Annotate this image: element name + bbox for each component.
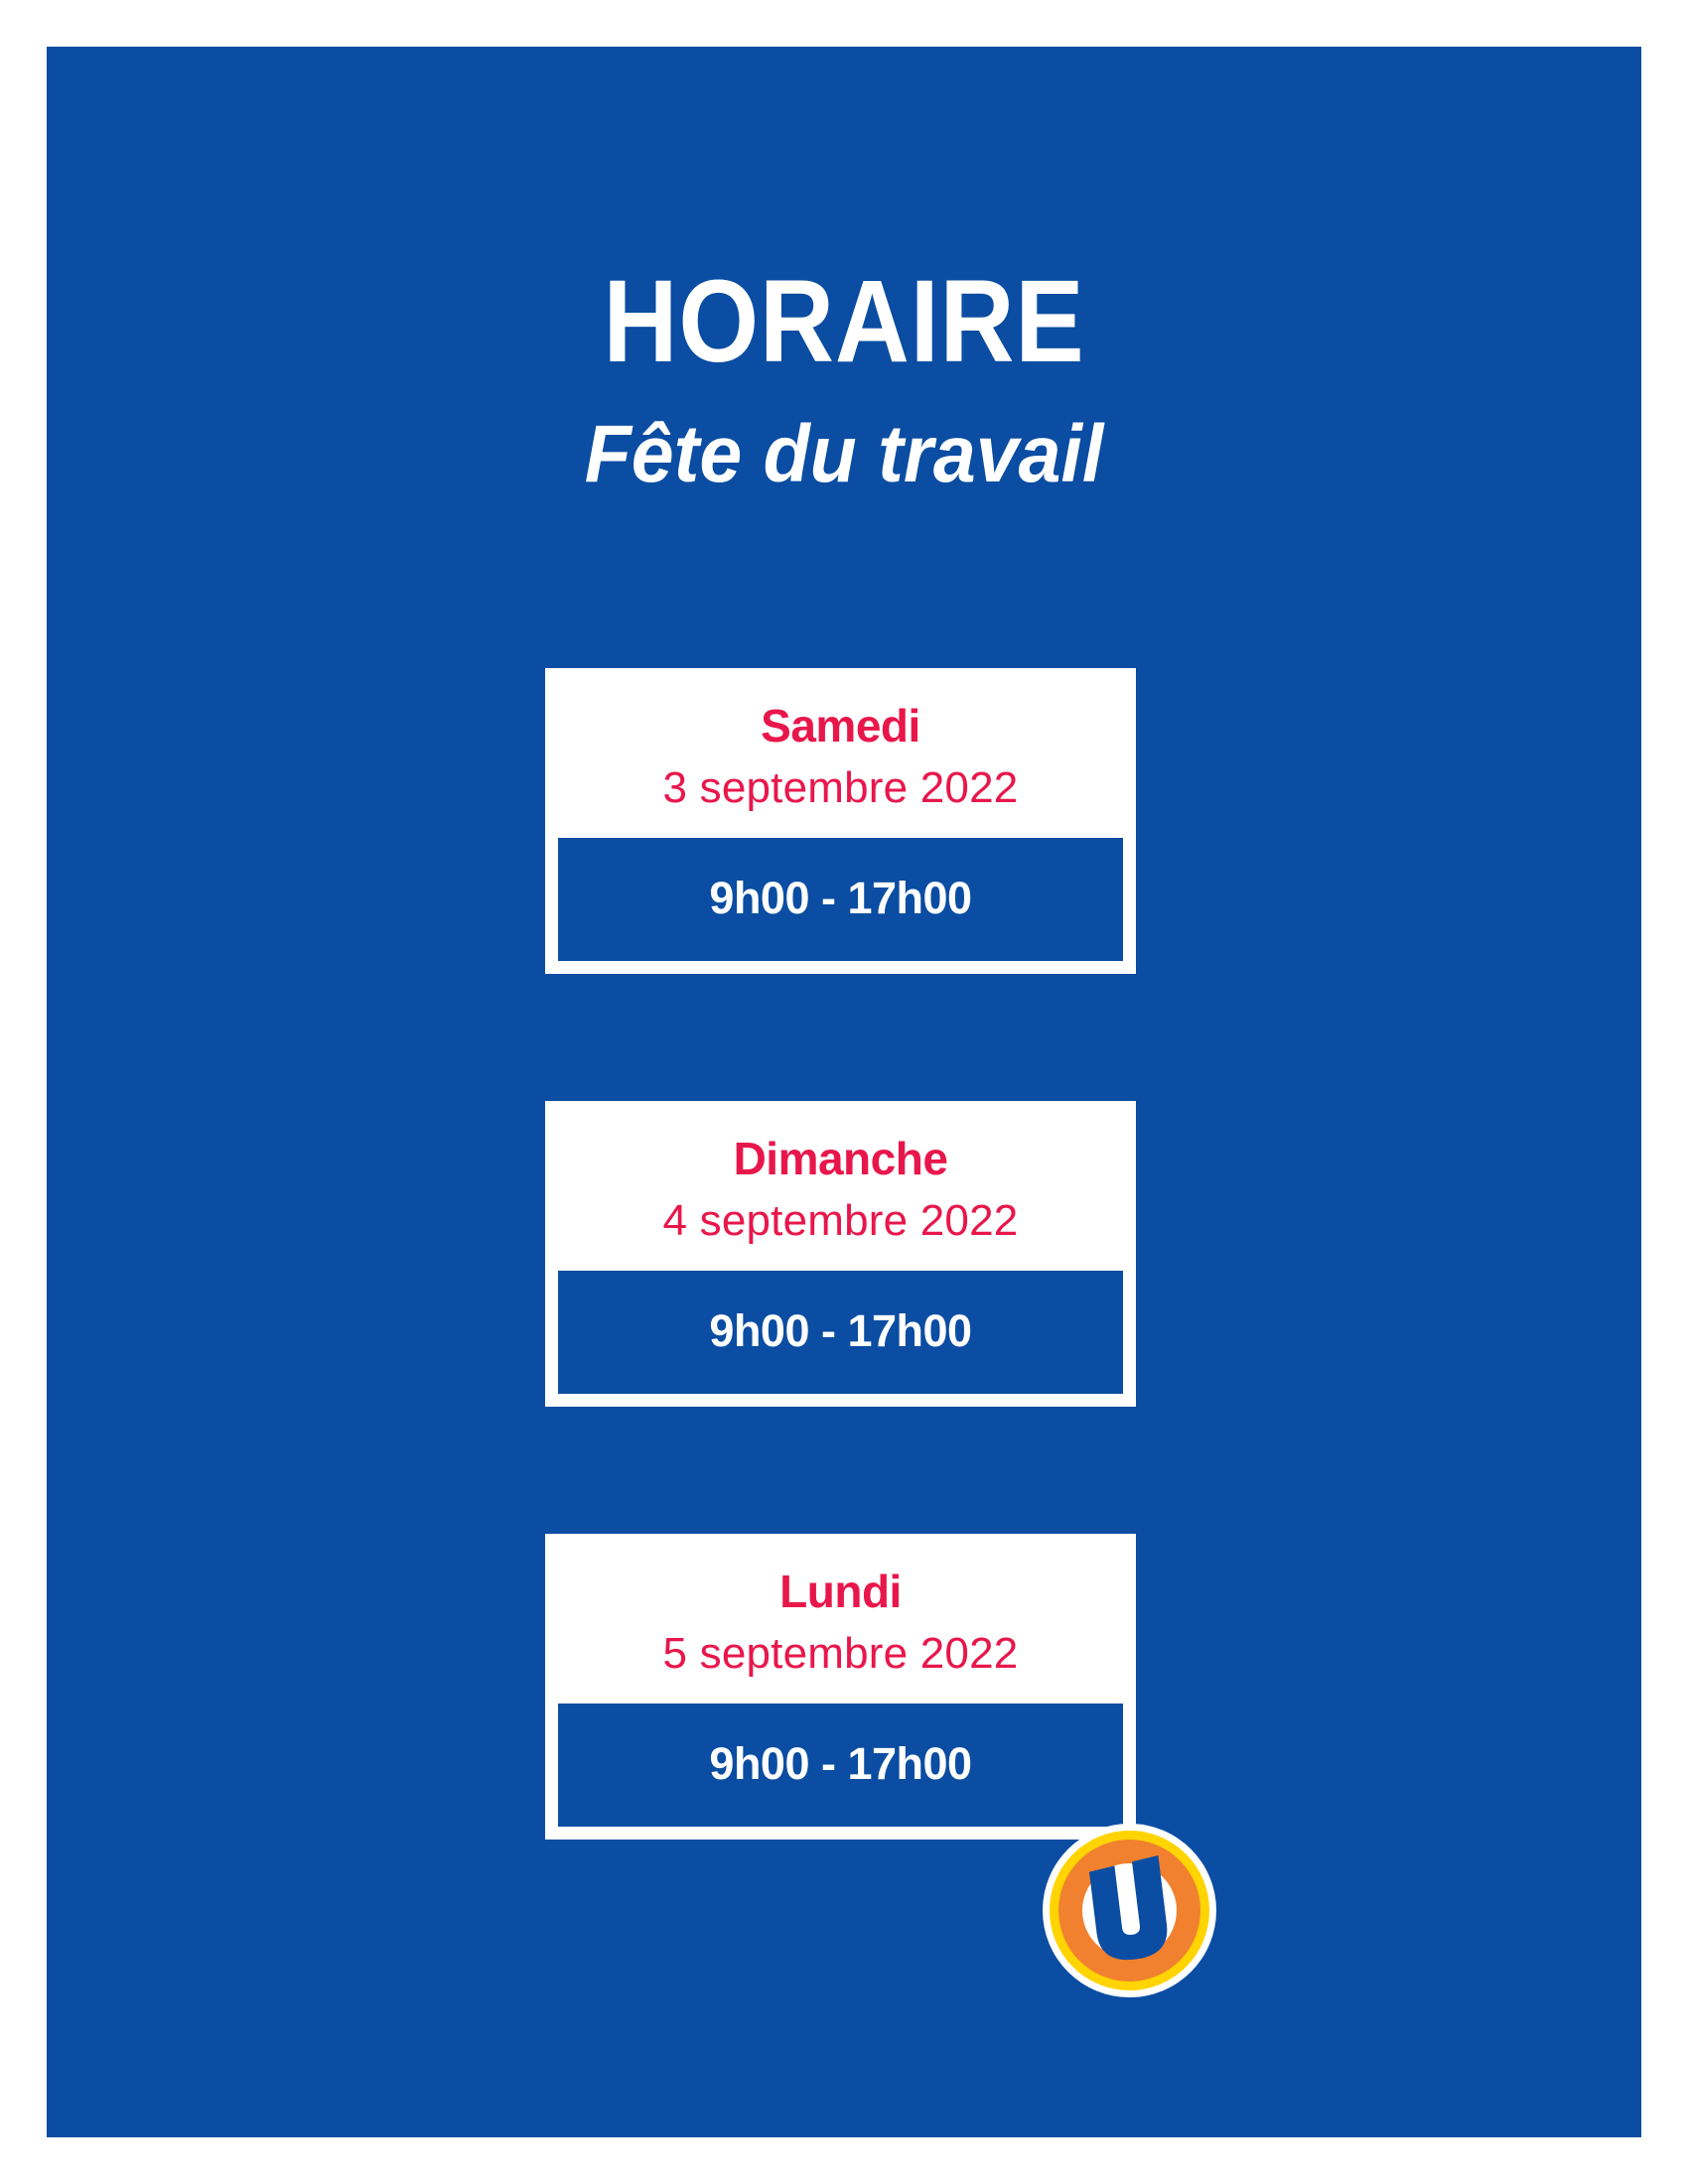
schedule-card-header: Dimanche 4 septembre 2022 [545, 1101, 1136, 1266]
schedule-hours-label: 9h00 - 17h00 [558, 1271, 1123, 1395]
schedule-hours-label: 9h00 - 17h00 [558, 1704, 1123, 1828]
page-title: HORAIRE [603, 256, 1085, 387]
schedule-hours-frame: 9h00 - 17h00 [553, 1699, 1128, 1833]
u-logo-icon [1043, 1824, 1216, 1997]
schedule-date-label: 4 septembre 2022 [662, 1196, 1019, 1246]
schedule-card: Samedi 3 septembre 2022 9h00 - 17h00 [545, 668, 1136, 975]
logo-letter-u-icon [1088, 1855, 1168, 1961]
schedule-card-header: Samedi 3 septembre 2022 [545, 668, 1136, 833]
schedule-day-label: Dimanche [733, 1133, 948, 1184]
schedule-card: Dimanche 4 septembre 2022 9h00 - 17h00 [545, 1101, 1136, 1408]
schedule-date-label: 5 septembre 2022 [662, 1629, 1019, 1679]
schedule-card: Lundi 5 septembre 2022 9h00 - 17h00 [545, 1534, 1136, 1841]
schedule-card-header: Lundi 5 septembre 2022 [545, 1534, 1136, 1699]
schedule-day-label: Lundi [779, 1566, 902, 1617]
schedule-hours-label: 9h00 - 17h00 [558, 838, 1123, 962]
schedule-hours-frame: 9h00 - 17h00 [553, 833, 1128, 967]
schedule-day-label: Samedi [761, 700, 920, 751]
poster-canvas: HORAIRE Fête du travail Samedi 3 septemb… [47, 47, 1641, 2137]
schedule-hours-frame: 9h00 - 17h00 [553, 1266, 1128, 1400]
schedule-date-label: 3 septembre 2022 [662, 763, 1019, 813]
page-subtitle: Fête du travail [584, 409, 1104, 499]
